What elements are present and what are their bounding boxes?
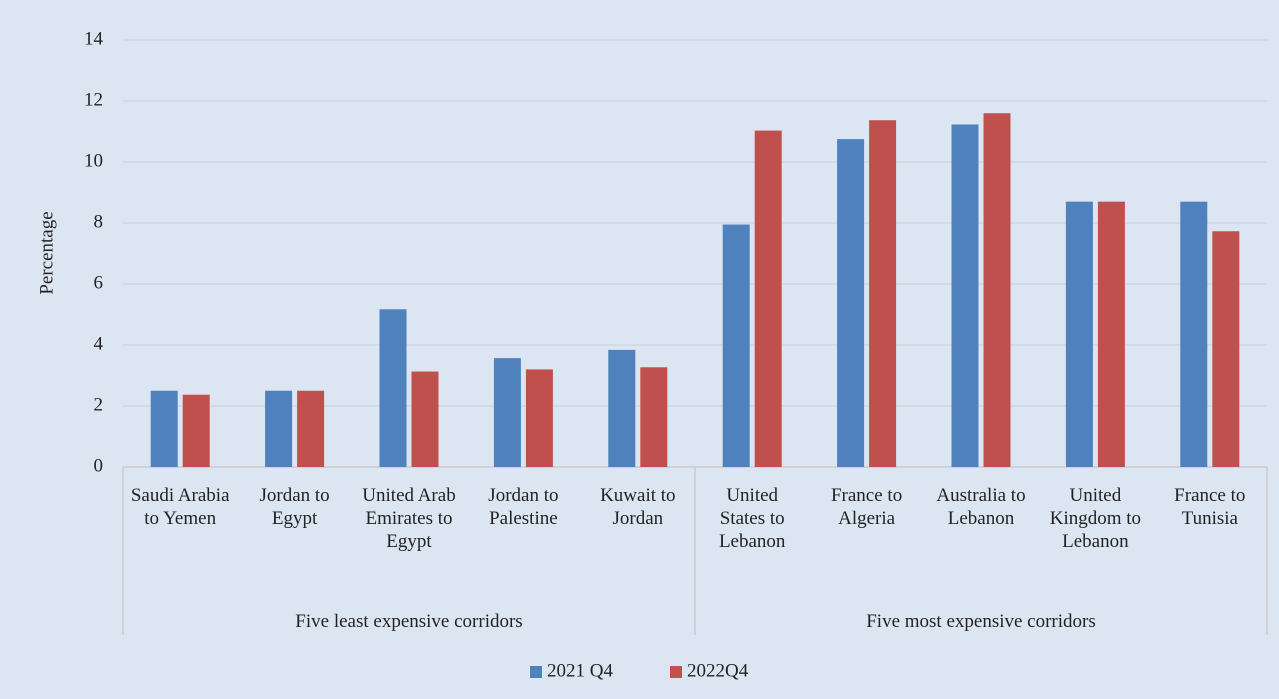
bar <box>951 124 979 468</box>
x-tick-label: United Kingdom to Lebanon <box>1049 485 1142 552</box>
bar <box>150 390 178 467</box>
y-tick-label: 8 <box>94 211 104 232</box>
legend-swatch <box>670 666 682 678</box>
y-tick-label: 4 <box>94 333 104 354</box>
y-tick-label: 10 <box>84 150 103 171</box>
bar <box>608 349 636 467</box>
y-axis-label: Percentage <box>36 211 57 294</box>
x-tick-label: France to Algeria <box>830 485 903 529</box>
x-tick-label: Jordan to Palestine <box>488 485 559 529</box>
bar <box>640 367 668 467</box>
bar <box>297 390 325 467</box>
x-tick-label: United Arab Emirates to Egypt <box>362 485 456 552</box>
bar <box>493 358 521 467</box>
group-label: Five least expensive corridors <box>295 611 523 632</box>
bar <box>869 120 897 467</box>
x-tick-label: France to Tunisia <box>1174 485 1246 529</box>
bar <box>722 224 750 467</box>
bar <box>983 113 1011 467</box>
bar <box>1180 201 1208 467</box>
legend-swatch <box>530 666 542 678</box>
x-tick-label: Jordan to Egypt <box>259 485 330 529</box>
y-tick-label: 6 <box>94 272 104 293</box>
bar <box>1065 201 1093 467</box>
legend-label: 2021 Q4 <box>547 660 613 681</box>
y-tick-label: 0 <box>94 455 104 476</box>
bar <box>411 371 439 467</box>
bar <box>754 130 782 467</box>
y-tick-label: 14 <box>84 28 104 49</box>
bar <box>265 390 293 467</box>
y-tick-label: 12 <box>84 89 103 110</box>
x-tick-label: United States to Lebanon <box>718 485 786 552</box>
x-tick-label: Kuwait to Jordan <box>600 485 676 529</box>
bar <box>525 369 553 467</box>
x-tick-label: Australia to Lebanon <box>936 485 1026 529</box>
bar <box>837 139 865 467</box>
bar <box>182 394 210 467</box>
x-tick-label: Saudi Arabia to Yemen <box>130 485 230 529</box>
legend-label: 2022Q4 <box>687 660 749 681</box>
bar <box>379 309 407 467</box>
y-tick-label: 2 <box>94 394 104 415</box>
group-label: Five most expensive corridors <box>866 611 1096 632</box>
bar <box>1212 231 1240 467</box>
bar <box>1097 201 1125 467</box>
